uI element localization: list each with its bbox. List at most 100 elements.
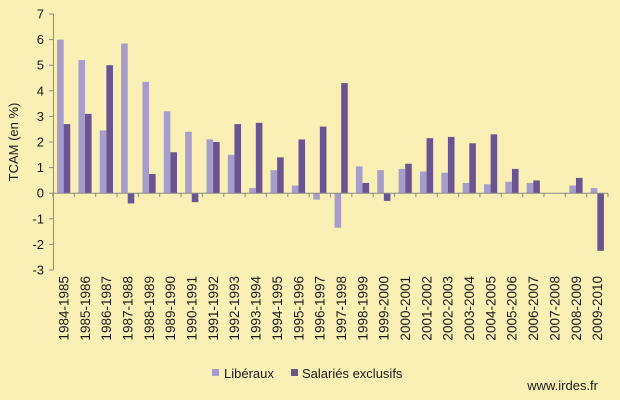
bar-liberaux-2009-2010 bbox=[590, 188, 598, 194]
bar-liberaux-1997-1998 bbox=[334, 193, 342, 228]
x-tick-label: 1991-1992 bbox=[206, 276, 221, 341]
y-tick-label: -2 bbox=[32, 237, 44, 252]
bar-salaries-exclusifs-1993-1994 bbox=[255, 122, 263, 194]
bar-liberaux-1985-1986 bbox=[78, 60, 86, 194]
bar-salaries-exclusifs-2001-2002 bbox=[426, 138, 434, 194]
bar-liberaux-2002-2003 bbox=[441, 172, 448, 194]
bar-liberaux-1996-1997 bbox=[313, 193, 320, 200]
y-tick-label: -3 bbox=[32, 263, 44, 278]
bar-liberaux-2001-2002 bbox=[419, 171, 427, 194]
legend: Libéraux Salariés exclusifs bbox=[212, 366, 403, 381]
x-tick-label: 2006-2007 bbox=[526, 276, 541, 341]
x-tick-label: 1998-1999 bbox=[355, 276, 370, 341]
y-tick-label: 1 bbox=[37, 160, 44, 175]
x-tick-label: 2007-2008 bbox=[547, 276, 562, 341]
bar-salaries-exclusifs-1990-1991 bbox=[191, 193, 199, 203]
bar-liberaux-2003-2004 bbox=[462, 182, 470, 194]
bar-liberaux-1989-1990 bbox=[163, 111, 171, 194]
x-tick-label: 2004-2005 bbox=[483, 276, 498, 341]
bar-salaries-exclusifs-1984-1985 bbox=[63, 124, 71, 194]
y-tick-label: 2 bbox=[37, 135, 44, 150]
x-tick-label: 2008-2009 bbox=[569, 276, 584, 341]
x-category-labels: 1984-1985 1985-1986 1986-1987 1987-1988 1988… bbox=[56, 276, 605, 341]
bar-liberaux-2004-2005 bbox=[484, 184, 491, 194]
bar-salaries-exclusifs-2009-2010 bbox=[597, 193, 604, 251]
bar-liberaux-1987-1988 bbox=[121, 43, 128, 194]
bar-salaries-exclusifs-1988-1989 bbox=[149, 174, 156, 194]
y-tick-label: -1 bbox=[32, 211, 44, 226]
bar-liberaux-2005-2006 bbox=[505, 181, 512, 194]
legend-label-liberaux: Libéraux bbox=[224, 366, 274, 381]
bar-salaries-exclusifs-1996-1997 bbox=[319, 126, 327, 194]
x-tick-label: 1986-1987 bbox=[99, 276, 114, 341]
bars-group bbox=[57, 39, 604, 251]
bar-liberaux-1998-1999 bbox=[355, 166, 363, 194]
bar-liberaux-1991-1992 bbox=[206, 139, 214, 194]
bar-liberaux-1994-1995 bbox=[270, 170, 278, 194]
x-tick-label: 1985-1986 bbox=[78, 276, 93, 341]
bar-salaries-exclusifs-2006-2007 bbox=[533, 180, 540, 194]
x-tick-label: 1996-1997 bbox=[313, 276, 328, 341]
axes-group bbox=[49, 13, 609, 271]
x-tick-label: 1997-1998 bbox=[334, 276, 349, 341]
y-tick-label: 7 bbox=[37, 7, 44, 22]
bar-salaries-exclusifs-1997-1998 bbox=[341, 83, 348, 194]
bar-liberaux-1992-1993 bbox=[227, 154, 235, 194]
y-tick-label: 3 bbox=[37, 109, 44, 124]
bar-liberaux-1984-1985 bbox=[57, 39, 64, 194]
x-tick-label: 1999-2000 bbox=[377, 276, 392, 341]
bar-salaries-exclusifs-1986-1987 bbox=[106, 65, 113, 194]
y-tick-label: 5 bbox=[37, 58, 44, 73]
bar-salaries-exclusifs-2004-2005 bbox=[490, 134, 498, 194]
bar-salaries-exclusifs-1992-1993 bbox=[234, 124, 242, 194]
bar-salaries-exclusifs-2000-2001 bbox=[405, 163, 412, 194]
footer-url: www.irdes.fr bbox=[526, 378, 598, 393]
bar-liberaux-1988-1989 bbox=[142, 81, 150, 194]
x-tick-label: 2000-2001 bbox=[398, 276, 413, 341]
y-tick-label: 6 bbox=[37, 32, 44, 47]
bar-salaries-exclusifs-2008-2009 bbox=[575, 177, 583, 194]
y-tick-label: 4 bbox=[37, 83, 44, 98]
bar-salaries-exclusifs-1985-1986 bbox=[85, 113, 92, 194]
bar-liberaux-2008-2009 bbox=[569, 185, 576, 194]
bar-liberaux-1995-1996 bbox=[291, 185, 299, 194]
x-tick-label: 2003-2004 bbox=[462, 276, 477, 341]
bar-liberaux-1990-1991 bbox=[185, 131, 192, 194]
y-tick-labels: -3 -2 -1 0 1 2 3 4 5 6 7 bbox=[32, 7, 44, 278]
x-tick-label: 1984-1985 bbox=[56, 276, 71, 341]
x-tick-label: 1995-1996 bbox=[291, 276, 306, 341]
bar-salaries-exclusifs-2005-2006 bbox=[511, 168, 519, 194]
bar-salaries-exclusifs-1995-1996 bbox=[298, 139, 306, 194]
bar-salaries-exclusifs-2003-2004 bbox=[469, 143, 476, 194]
bar-liberaux-2000-2001 bbox=[398, 168, 406, 194]
x-tick-label: 2001-2002 bbox=[419, 276, 434, 341]
x-tick-label: 1990-1991 bbox=[185, 276, 200, 341]
bar-salaries-exclusifs-2002-2003 bbox=[447, 136, 455, 194]
y-tick-label: 0 bbox=[37, 186, 44, 201]
x-tick-label: 1994-1995 bbox=[270, 276, 285, 341]
bar-liberaux-1999-2000 bbox=[377, 170, 384, 194]
y-axis-title: TCAM (en %) bbox=[6, 103, 21, 182]
bar-salaries-exclusifs-1999-2000 bbox=[383, 193, 391, 201]
bar-liberaux-1986-1987 bbox=[99, 130, 107, 194]
bar-liberaux-1993-1994 bbox=[249, 188, 256, 194]
legend-swatch-salaries-exclusifs bbox=[291, 369, 298, 376]
x-tick-label: 1989-1990 bbox=[163, 276, 178, 341]
bar-liberaux-2006-2007 bbox=[526, 182, 534, 194]
x-tick-label: 1988-1989 bbox=[142, 276, 157, 341]
x-tick-label: 2002-2003 bbox=[441, 276, 456, 341]
x-tick-label: 1993-1994 bbox=[249, 276, 264, 341]
legend-swatch-liberaux bbox=[212, 369, 219, 376]
bar-salaries-exclusifs-1998-1999 bbox=[362, 182, 370, 194]
x-tick-label: 1987-1988 bbox=[121, 276, 136, 341]
bar-salaries-exclusifs-1987-1988 bbox=[127, 193, 135, 204]
bar-salaries-exclusifs-1989-1990 bbox=[170, 152, 177, 194]
legend-label-salaries-exclusifs: Salariés exclusifs bbox=[302, 366, 403, 381]
bar-salaries-exclusifs-1991-1992 bbox=[213, 142, 220, 194]
bar-salaries-exclusifs-1994-1995 bbox=[277, 157, 284, 194]
x-tick-label: 2005-2006 bbox=[505, 276, 520, 341]
x-tick-label: 1992-1993 bbox=[227, 276, 242, 341]
x-tick-label: 2009-2010 bbox=[590, 276, 605, 341]
